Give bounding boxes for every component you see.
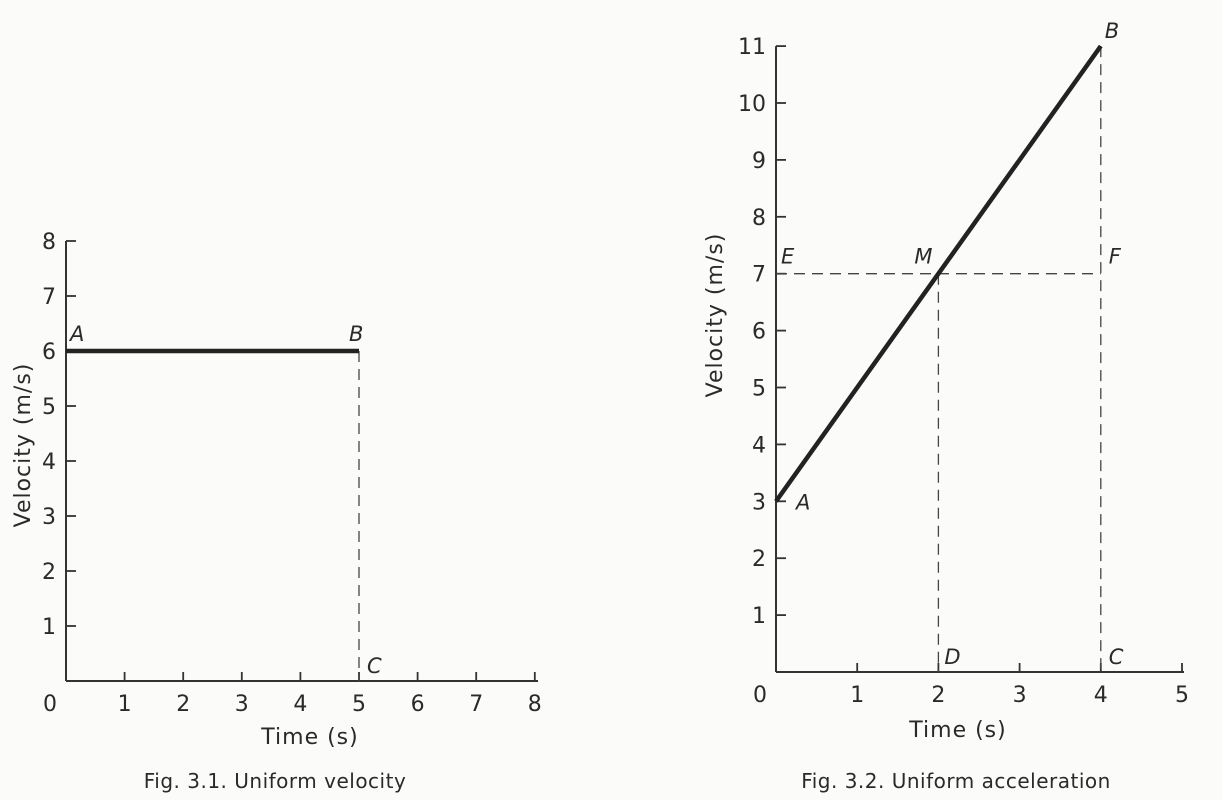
y-tick-label: 1 [752, 604, 766, 629]
velocity-series-line [774, 44, 1103, 503]
y-tick-label: 11 [738, 35, 766, 60]
x-tick-label: 0 [753, 683, 767, 708]
point-label-d: D [944, 645, 960, 669]
point-label-a: A [794, 490, 810, 514]
point-label-b: B [1105, 19, 1119, 43]
y-tick-label: 5 [752, 377, 766, 402]
x-tick-label: 4 [1094, 683, 1108, 708]
y-tick-label: 8 [752, 206, 766, 231]
y-axis-title: Velocity (m/s) [703, 233, 728, 398]
x-tick-label: 0 [43, 692, 57, 717]
chart-uniform-acceleration: 0 1 2 3 4 5 1 2 3 4 5 6 7 8 9 10 11 A B M E F D C Time (s) Veloci… [703, 19, 1189, 793]
y-tick-label: 6 [752, 320, 766, 345]
x-tick-label: 1 [850, 683, 864, 708]
point-label-b: B [349, 322, 363, 346]
y-tick-label: 1 [42, 615, 56, 640]
x-tick-label: 7 [469, 692, 483, 717]
y-tick-label: 8 [42, 230, 56, 255]
y-tick-label: 5 [42, 395, 56, 420]
y-tick-label: 7 [752, 263, 766, 288]
x-tick-label: 3 [1013, 683, 1027, 708]
point-label-c: C [367, 654, 382, 678]
x-axis-title: Time (s) [908, 718, 1006, 743]
y-axis-title: Velocity (m/s) [11, 363, 36, 528]
point-label-m: M [914, 245, 932, 269]
x-tick-label: 8 [528, 692, 542, 717]
x-tick-label: 6 [411, 692, 425, 717]
x-tick-label: 4 [293, 692, 307, 717]
x-axis-title: Time (s) [260, 725, 358, 750]
x-tick-label: 3 [235, 692, 249, 717]
figure-caption: Fig. 3.2. Uniform acceleration [801, 769, 1111, 793]
x-tick-label: 5 [352, 692, 366, 717]
figure-caption: Fig. 3.1. Uniform velocity [144, 769, 407, 793]
y-tick-label: 3 [752, 490, 766, 515]
y-tick-label: 2 [42, 560, 56, 585]
chart-uniform-velocity: 0 1 2 3 4 5 6 7 8 1 2 3 4 5 6 7 8 A B C Time (s) Velocity (m/… [11, 230, 542, 793]
y-tick-label: 4 [42, 450, 56, 475]
point-label-e: E [781, 245, 795, 269]
x-tick-label: 1 [118, 692, 132, 717]
x-tick-label: 2 [931, 683, 945, 708]
y-tick-label: 2 [752, 547, 766, 572]
x-tick-label: 2 [176, 692, 190, 717]
x-tick-label: 5 [1175, 683, 1189, 708]
point-label-a: A [68, 322, 84, 346]
point-label-c: C [1109, 645, 1124, 669]
y-tick-label: 4 [752, 433, 766, 458]
y-tick-label: 7 [42, 285, 56, 310]
y-tick-label: 3 [42, 505, 56, 530]
y-tick-label: 9 [752, 149, 766, 174]
point-label-f: F [1109, 245, 1122, 269]
y-tick-label: 10 [738, 92, 766, 117]
y-tick-label: 6 [42, 340, 56, 365]
